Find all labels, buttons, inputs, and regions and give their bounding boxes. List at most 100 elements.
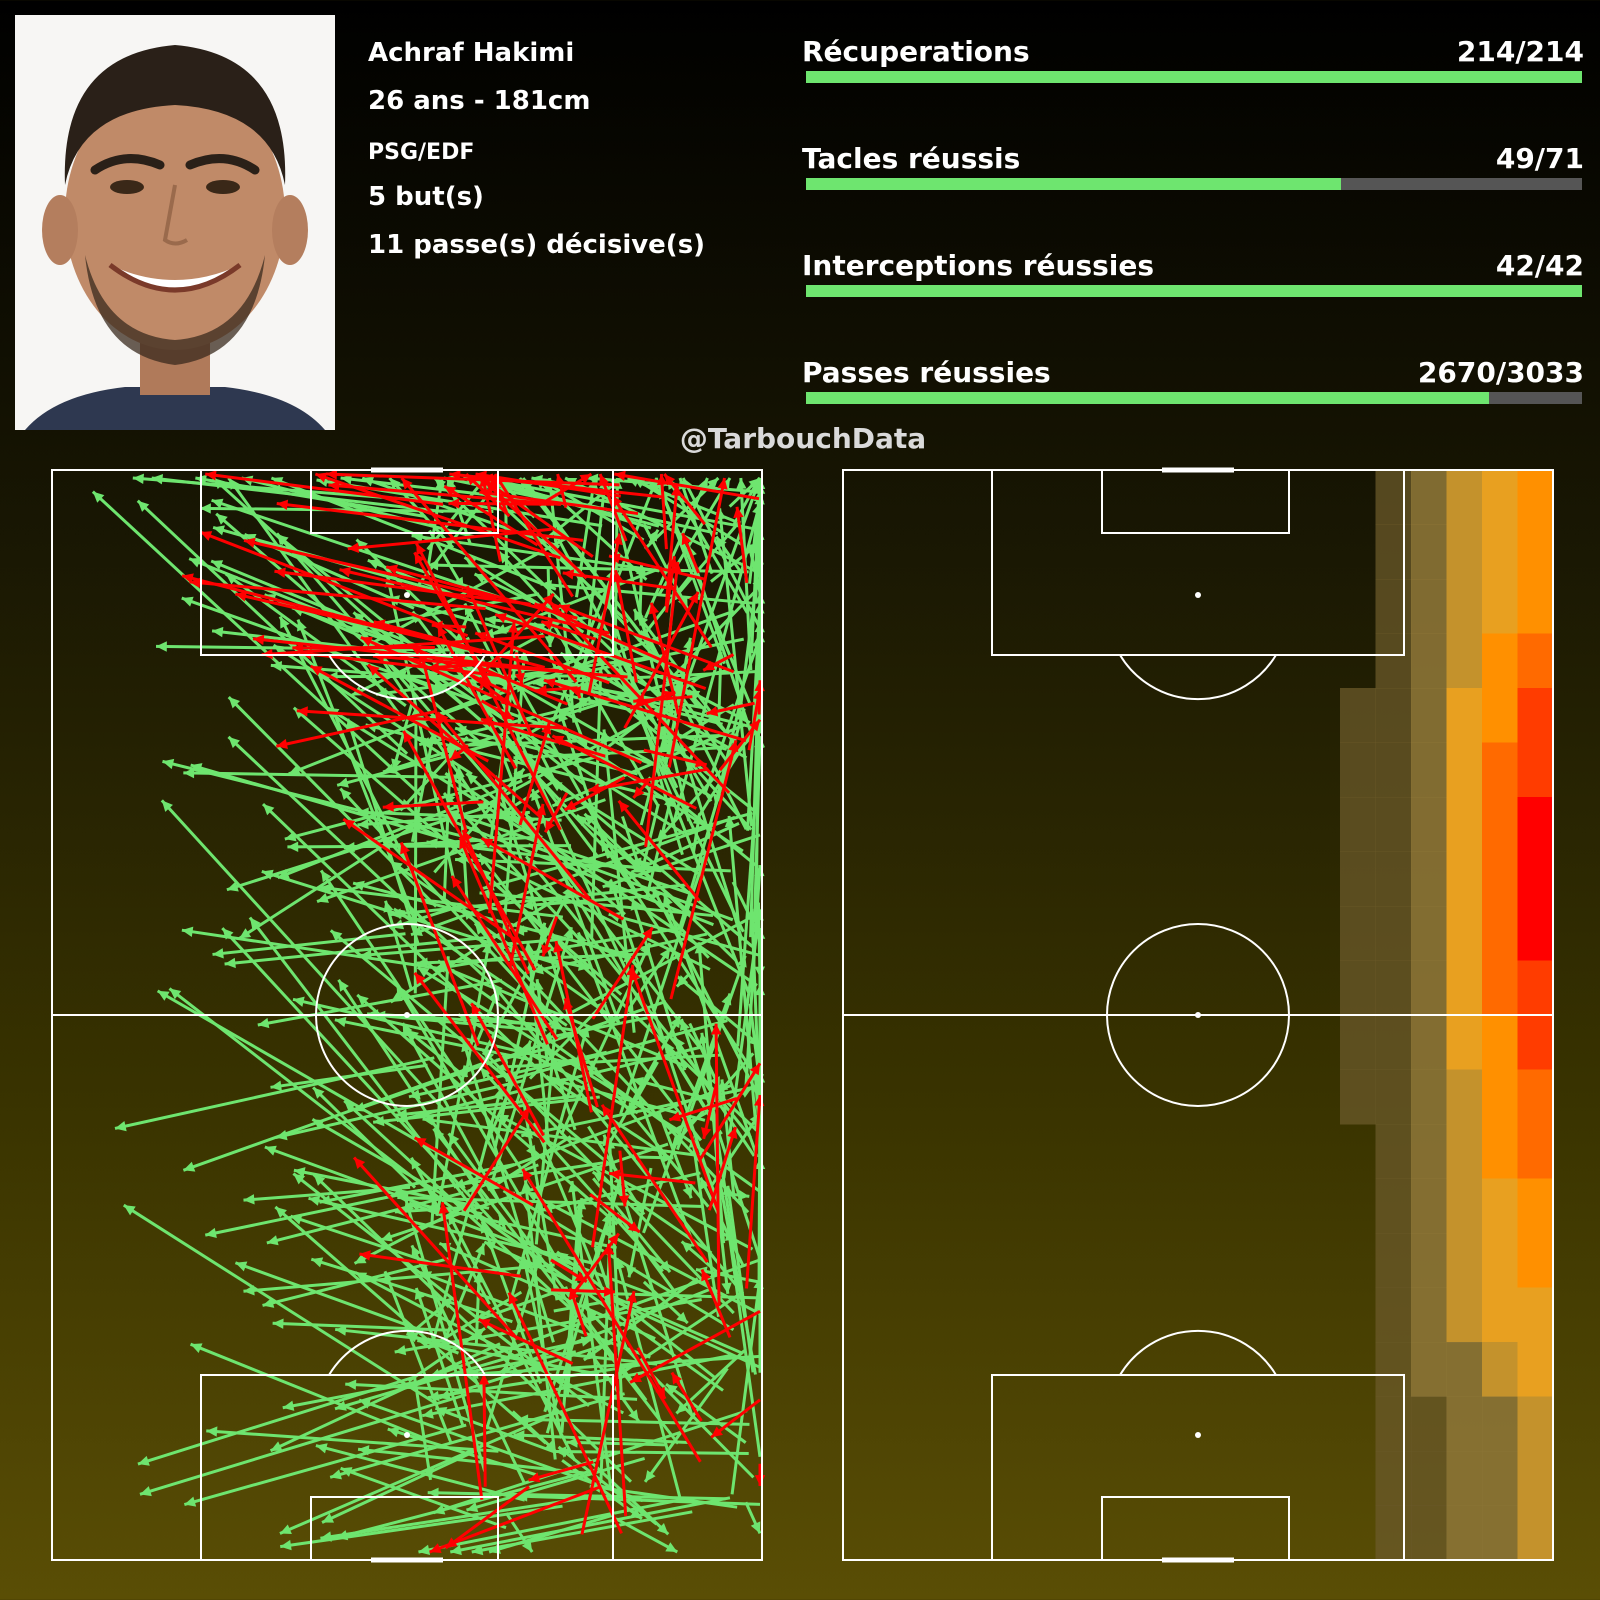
heatmap-cell [1482, 797, 1518, 852]
arrow-shaft [676, 975, 761, 1047]
arrow-shaft [340, 1466, 507, 1530]
success-pass-arrow [262, 1257, 449, 1308]
arrow-head [270, 1441, 283, 1451]
arrow-head [212, 626, 224, 638]
arrow-head [500, 695, 513, 706]
arrow-shaft [480, 836, 625, 921]
heatmap-cell [1482, 1178, 1518, 1234]
arrow-shaft [629, 1310, 761, 1384]
arrow-head [257, 1017, 270, 1029]
failed-pass-arrow [668, 1096, 738, 1122]
arrow-shaft [413, 1136, 534, 1207]
failed-pass-arrow [429, 1486, 600, 1554]
arrow-head [727, 1127, 738, 1139]
arrow-shaft [666, 477, 749, 614]
stat-bar-track [806, 71, 1582, 83]
arrow-head [382, 801, 394, 812]
arrow-shaft [486, 1040, 533, 1141]
arrow-head [721, 993, 732, 1006]
arrow-shaft [749, 621, 762, 938]
heatmap-cell [1340, 1069, 1376, 1125]
arrow-head [308, 1195, 321, 1206]
arrow-head [156, 641, 167, 652]
player-name: Achraf Hakimi [368, 38, 575, 68]
arrow-shaft [336, 1468, 597, 1540]
heatmap-cell [1411, 742, 1447, 798]
arrow-shaft [391, 1160, 608, 1197]
arrow-shaft [606, 1243, 628, 1517]
heatmap-cell [1482, 906, 1518, 961]
success-pass-arrow [744, 1501, 762, 1535]
success-pass-arrow [320, 1494, 599, 1542]
arrow-shaft [554, 940, 593, 1113]
success-pass-arrow [274, 1205, 547, 1445]
arrow-shaft [579, 682, 755, 730]
arrow-shaft [465, 585, 534, 737]
success-pass-arrow [396, 1045, 703, 1124]
heatmap-cell [1375, 470, 1412, 525]
failed-pass-arrow [507, 1291, 623, 1535]
arrow-head [535, 684, 547, 696]
arrow-head [478, 1319, 491, 1329]
failed-pass-arrow [538, 472, 593, 507]
arrow-shaft [280, 1504, 563, 1549]
arrow-shaft [450, 875, 559, 1041]
arrow-shaft [400, 477, 578, 683]
arrow-head [579, 474, 592, 485]
arrow-head [411, 1157, 422, 1170]
pass-map-pitch [51, 467, 766, 1563]
arrow-shaft [630, 898, 687, 1071]
arrow-head [157, 990, 170, 1001]
arrow-head [433, 1504, 446, 1515]
heatmap-cell [1411, 1342, 1447, 1397]
arrow-head [322, 1513, 335, 1523]
arrow-head [608, 1233, 619, 1246]
success-pass-arrow [624, 947, 672, 1015]
failed-pass-arrow [747, 688, 764, 751]
heatmap-cell [1375, 1178, 1412, 1234]
arrow-head [419, 737, 431, 748]
arrow-head [292, 642, 304, 654]
failed-pass-arrow [600, 1104, 709, 1263]
arrow-shaft [312, 1086, 417, 1189]
failed-pass-arrow [754, 1463, 766, 1486]
failed-pass-arrow [701, 1083, 718, 1140]
heatmap-cell [1446, 906, 1483, 961]
failed-pass-arrow [480, 836, 625, 921]
heatmap-cell [1446, 1396, 1483, 1452]
arrow-shaft [199, 530, 469, 638]
arrow-shaft [328, 483, 562, 506]
player-age-height: 26 ans - 181cm [368, 86, 591, 116]
success-pass-arrow [238, 822, 418, 940]
stat-recuperations: Récuperations 214/214 [802, 35, 1584, 105]
failed-pass-arrow [551, 1286, 616, 1297]
arrow-head [656, 829, 669, 841]
arrow-shaft [707, 1126, 737, 1211]
failed-pass-arrow [563, 776, 626, 812]
arrow-shaft [315, 1444, 526, 1502]
arrow-head [486, 482, 498, 494]
stat-bar-track [806, 178, 1582, 190]
arrow-shaft [226, 807, 481, 892]
arrow-shaft [345, 1382, 638, 1401]
success-pass-arrow [269, 1342, 501, 1453]
success-pass-arrow [356, 993, 619, 1226]
arrow-head [631, 857, 642, 870]
arrow-shaft [602, 833, 761, 889]
heatmap-cell [1375, 1233, 1412, 1288]
player-goals: 5 but(s) [368, 182, 484, 212]
arrow-head [414, 552, 425, 565]
arrow-shaft [649, 602, 680, 715]
heatmap-cell [1446, 633, 1483, 689]
arrow-head [664, 474, 676, 486]
arrow-shaft [360, 937, 569, 957]
heatmap-cell [1411, 1124, 1447, 1179]
arrow-head [662, 894, 673, 907]
arrow-head [652, 886, 663, 899]
arrow-head [736, 478, 747, 490]
arrow-head [206, 1426, 218, 1437]
heatmap-cell [1446, 742, 1483, 798]
heatmap-cell [1411, 1069, 1447, 1125]
arrow-shaft [591, 926, 654, 1020]
heatmap-cell [1411, 633, 1447, 689]
